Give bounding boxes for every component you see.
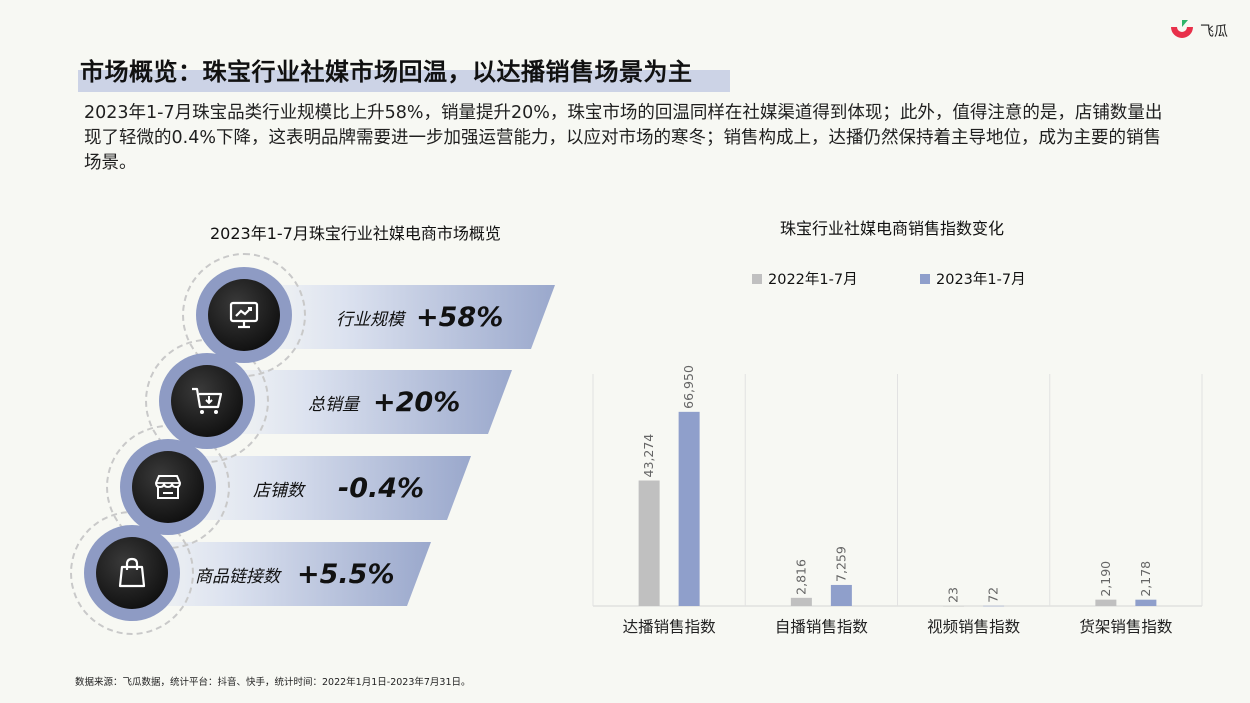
legend-item-2023: 2023年1-7月 xyxy=(920,268,1026,289)
data-label: 43,274 xyxy=(641,434,656,478)
bar-2023 xyxy=(678,411,700,606)
data-label: 23 xyxy=(946,587,961,603)
bar-2023 xyxy=(830,584,852,606)
data-label: 66,950 xyxy=(681,365,696,409)
x-tick-label: 达播销售指数 xyxy=(623,618,717,636)
description: 2023年1-7月珠宝品类行业规模比上升58%，销量提升20%，珠宝市场的回温同… xyxy=(84,103,1163,173)
bar-2023 xyxy=(983,605,1005,607)
data-label: 2,178 xyxy=(1138,561,1153,597)
kpi-value: -0.4% xyxy=(338,472,425,504)
data-label: 2,816 xyxy=(793,559,808,595)
legend-label: 2023年1-7月 xyxy=(936,272,1026,288)
kpi-label: 商品链接数 xyxy=(195,566,280,587)
kpi-value: +5.5% xyxy=(297,558,395,590)
shopping-bag-icon xyxy=(118,557,146,588)
bar-2022 xyxy=(943,605,965,607)
page-title: 市场概览：珠宝行业社媒市场回温，以达播销售场景为主 xyxy=(80,58,693,86)
legend-label: 2022年1-7月 xyxy=(768,272,858,288)
storefront-icon xyxy=(154,475,182,499)
kpi-value: +58% xyxy=(416,301,504,333)
kpi-label: 店铺数 xyxy=(253,480,304,501)
bar-2022 xyxy=(790,597,812,606)
x-tick-label: 货架销售指数 xyxy=(1079,618,1173,636)
kpi-icon-badge xyxy=(120,439,216,535)
kpi-icon-badge xyxy=(159,353,255,449)
data-label: 2,190 xyxy=(1098,561,1113,597)
x-tick-label: 自播销售指数 xyxy=(775,618,869,636)
x-tick-label: 视频销售指数 xyxy=(927,618,1021,636)
brand-logo: 飞瓜 xyxy=(1168,18,1228,44)
kpi-label: 总销量 xyxy=(308,394,359,415)
feigua-logo-icon xyxy=(1171,20,1193,38)
kpi-value: +20% xyxy=(373,386,461,418)
kpi-label: 行业规模 xyxy=(336,309,404,330)
legend-swatch xyxy=(752,273,762,284)
title-highlight xyxy=(78,70,730,92)
data-source-note: 数据来源：飞瓜数据，统计平台：抖音、快手，统计时间：2022年1月1日-2023… xyxy=(75,677,471,688)
kpi-icon-badge xyxy=(84,525,180,621)
data-label: 7,259 xyxy=(833,546,848,582)
left-panel-title: 2023年1-7月珠宝行业社媒电商市场概览 xyxy=(210,224,501,243)
bar-2022 xyxy=(1095,599,1117,606)
shopping-cart-icon xyxy=(192,387,223,414)
kpi-icon-badge xyxy=(196,267,292,363)
bar-2023 xyxy=(1135,599,1157,606)
chart-title: 珠宝行业社媒电商销售指数变化 xyxy=(780,219,1005,238)
data-label: 72 xyxy=(986,587,1001,603)
legend-swatch xyxy=(920,273,930,284)
bar-2022 xyxy=(638,480,660,606)
logo-text: 飞瓜 xyxy=(1200,24,1228,40)
legend-item-2022: 2022年1-7月 xyxy=(752,268,858,289)
monitor-chart-icon xyxy=(229,301,259,329)
